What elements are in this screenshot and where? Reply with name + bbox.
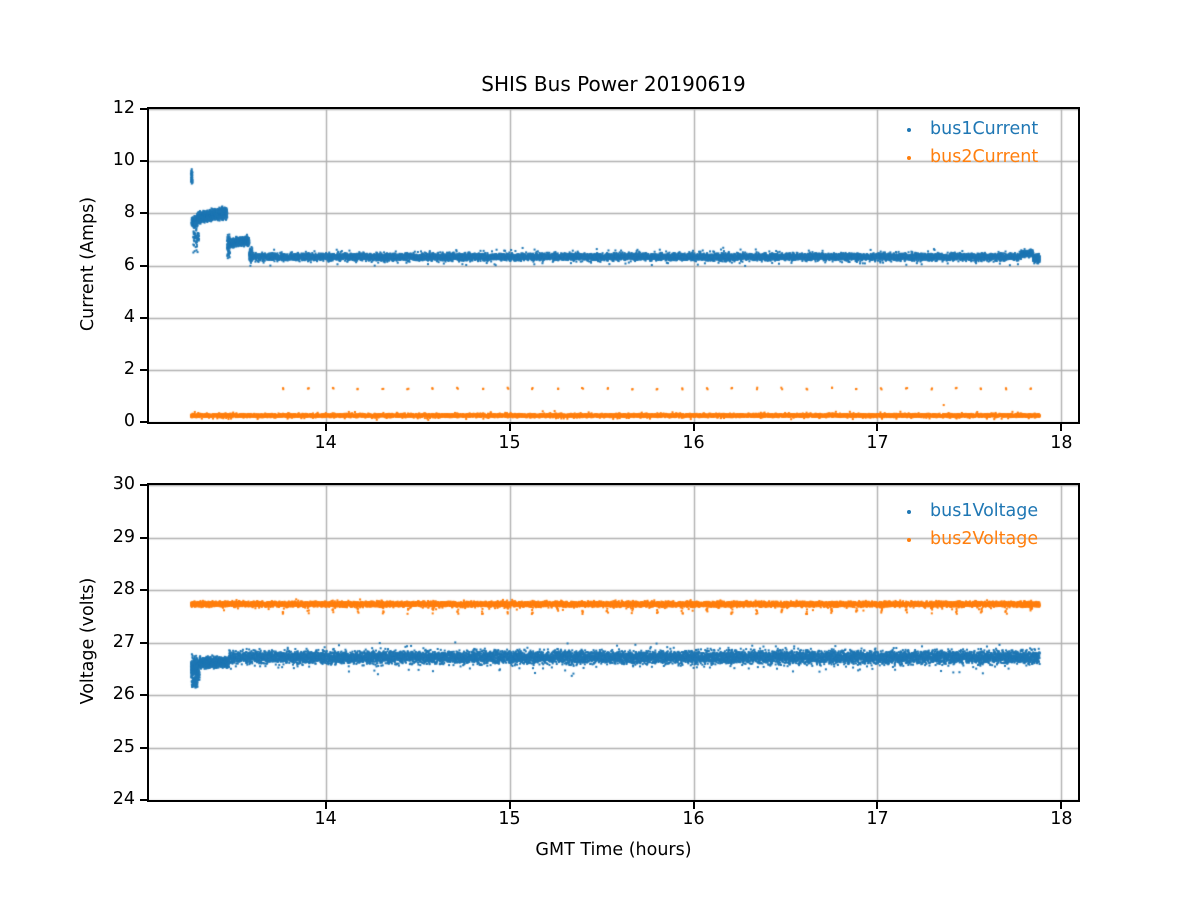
figure-title: SHIS Bus Power 20190619: [481, 72, 746, 96]
y-tick-mark: [140, 212, 149, 215]
current-subplot: bus1Current bus2Current 14 15 16 17 18 0 2 4 6 8 10…: [113, 98, 1080, 453]
voltage-plot-canvas: [149, 485, 1078, 800]
voltage-legend: bus1Voltage bus2Voltage: [888, 497, 1068, 553]
y-tick-label: 24: [112, 789, 135, 809]
y-tick-label: 28: [112, 579, 135, 599]
voltage-subplot: bus1Voltage bus2Voltage 14 15 16 17 18 24 25 26 2…: [113, 474, 1080, 829]
current-plot-canvas: [149, 109, 1078, 422]
legend-label: bus1Current: [930, 119, 1039, 139]
x-tick-label: 16: [682, 433, 705, 453]
legend-marker-dot-icon: [888, 509, 930, 514]
y-tick-mark: [140, 694, 149, 696]
y-tick-label: 8: [123, 202, 135, 223]
y-tick-mark: [140, 108, 149, 110]
x-tick-label: 17: [866, 809, 889, 829]
x-axis-label: GMT Time (hours): [535, 840, 692, 860]
y-tick-label: 12: [112, 98, 135, 118]
y-tick-mark: [140, 316, 149, 319]
x-tick-label: 14: [314, 433, 337, 453]
x-tick-mark: [692, 800, 695, 809]
current-y-axis-label: Current (Amps): [78, 196, 98, 332]
x-tick-mark: [508, 422, 511, 431]
x-tick-mark: [324, 800, 327, 809]
y-tick-mark: [140, 264, 149, 267]
y-tick-label: 0: [123, 411, 135, 431]
x-tick-mark: [324, 422, 327, 431]
x-tick-mark: [692, 422, 695, 431]
x-tick-mark: [876, 422, 879, 431]
x-tick-label: 15: [498, 433, 521, 453]
x-tick-mark: [508, 800, 511, 809]
y-tick-label: 6: [123, 254, 135, 275]
legend-label: bus2Current: [930, 147, 1039, 167]
y-tick-mark: [140, 160, 149, 163]
y-tick-label: 2: [123, 358, 135, 379]
y-tick-mark: [140, 746, 149, 749]
y-tick-label: 25: [112, 736, 135, 757]
y-tick-mark: [140, 641, 149, 644]
x-tick-label: 17: [866, 433, 889, 453]
y-tick-label: 26: [112, 684, 135, 704]
legend-entry: bus1Current: [888, 115, 1068, 143]
legend-marker-dot-icon: [888, 127, 930, 132]
x-tick-label: 15: [498, 809, 521, 829]
legend-label: bus2Voltage: [930, 529, 1039, 549]
x-tick-label: 14: [314, 809, 337, 829]
y-tick-label: 29: [112, 526, 135, 547]
y-tick-mark: [140, 368, 149, 371]
y-tick-mark: [140, 799, 149, 801]
current-legend: bus1Current bus2Current: [888, 115, 1068, 171]
y-tick-mark: [140, 589, 149, 591]
y-tick-label: 4: [123, 306, 135, 327]
legend-entry: bus2Current: [888, 143, 1068, 171]
x-tick-label: 16: [682, 809, 705, 829]
legend-label: bus1Voltage: [930, 501, 1039, 521]
x-tick-mark: [876, 800, 879, 809]
legend-marker-dot-icon: [888, 537, 930, 542]
x-tick-mark: [1060, 800, 1063, 809]
y-tick-label: 30: [112, 474, 135, 494]
y-tick-mark: [140, 484, 149, 486]
y-tick-mark: [140, 421, 149, 423]
y-tick-label: 10: [112, 150, 135, 171]
x-tick-mark: [1060, 422, 1063, 431]
x-tick-label: 18: [1050, 809, 1073, 829]
y-tick-mark: [140, 536, 149, 539]
y-tick-label: 27: [112, 631, 135, 652]
x-tick-label: 18: [1050, 433, 1073, 453]
legend-entry: bus2Voltage: [888, 525, 1068, 553]
legend-marker-dot-icon: [888, 155, 930, 160]
voltage-y-axis-label: Voltage (volts): [78, 577, 98, 705]
legend-entry: bus1Voltage: [888, 497, 1068, 525]
